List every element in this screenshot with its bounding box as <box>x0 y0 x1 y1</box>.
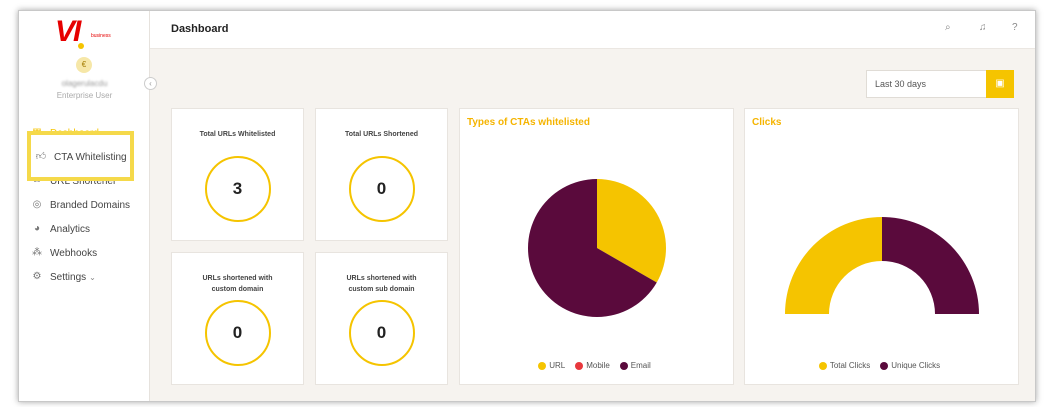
sidebar-item-label: Branded Domains <box>50 199 131 211</box>
donut-slice-unique-clicks[interactable] <box>882 217 979 314</box>
legend-label: Total Clicks <box>829 361 871 370</box>
legend-swatch <box>619 361 628 370</box>
highlight-annotation: 👍︎ CTA Whitelisting <box>27 131 134 181</box>
sidebar-item-label: URL Shortener <box>50 175 117 187</box>
chart-legend: URL Mobile Email <box>460 361 733 370</box>
stat-label: Total URLs Whitelisted <box>199 131 276 138</box>
legend-item-unique-clicks[interactable]: Unique Clicks <box>880 361 940 370</box>
legend-label: Mobile <box>586 361 610 370</box>
legend-item-email[interactable]: Email <box>619 361 651 370</box>
app-window: VI business € olagerulacdu Enterprise Us… <box>18 10 1036 402</box>
stat-card-custom-subdomain: URLs shortened with custom sub domain 0 <box>315 252 448 385</box>
page-title: Dashboard <box>171 23 229 35</box>
legend-swatch <box>880 361 889 370</box>
clicks-chart-card: Clicks Total Clicks Unique Clicks <box>744 108 1019 385</box>
calendar-button[interactable]: ▣ <box>986 70 1014 98</box>
stat-card-whitelisted: Total URLs Whitelisted 3 <box>171 108 304 241</box>
sidebar-item-label: Analytics <box>50 223 91 235</box>
sidebar: VI business € olagerulacdu Enterprise Us… <box>19 11 150 401</box>
sidebar-item-label: Settings <box>50 271 87 283</box>
stat-value: 0 <box>348 300 415 366</box>
stat-card-shortened: Total URLs Shortened 0 <box>315 108 448 241</box>
brand-logo[interactable]: VI business <box>55 15 125 51</box>
gear-icon: ⚙ <box>32 271 42 282</box>
logo-dot <box>78 43 84 49</box>
thumbs-up-icon: 👍︎ <box>35 151 47 162</box>
legend-swatch <box>575 361 584 370</box>
user-name: olagerulacdu <box>61 79 108 88</box>
legend-label: Email <box>630 361 651 370</box>
stat-label: Total URLs Shortened <box>345 131 418 138</box>
legend-item-total-clicks[interactable]: Total Clicks <box>818 361 871 370</box>
chart-legend: Total Clicks Unique Clicks <box>745 361 1018 370</box>
chart-title: Clicks <box>752 117 782 128</box>
sidebar-item-webhooks[interactable]: ⁂ Webhooks <box>19 241 150 265</box>
stat-label: URLs shortened with custom sub domain <box>346 275 417 293</box>
stat-value: 3 <box>204 156 271 222</box>
date-range-select[interactable]: Last 30 days <box>866 70 989 98</box>
bell-icon[interactable]: ♫ <box>979 22 987 33</box>
legend-item-mobile[interactable]: Mobile <box>575 361 610 370</box>
pie-icon: ◕ <box>33 223 41 234</box>
logo-subtext: business <box>91 33 111 39</box>
user-role: Enterprise User <box>56 91 113 100</box>
globe-icon: ◎ <box>32 199 42 210</box>
stat-card-custom-domain: URLs shortened with custom domain 0 <box>171 252 304 385</box>
collapse-sidebar-button[interactable]: ‹ <box>144 77 157 90</box>
donut-slice-total-clicks[interactable] <box>785 217 882 314</box>
cta-types-chart-card: Types of CTAs whitelisted URL Mobile Ema… <box>459 108 734 385</box>
legend-label: URL <box>549 361 566 370</box>
sidebar-item-label: Webhooks <box>50 247 98 259</box>
legend-swatch <box>818 361 827 370</box>
clicks-donut <box>785 217 979 314</box>
cta-types-pie <box>528 179 666 317</box>
sidebar-item-label: CTA Whitelisting <box>54 151 127 163</box>
sidebar-item-cta-whitelisting[interactable]: 👍︎ CTA Whitelisting <box>31 145 127 169</box>
logo-text: VI <box>55 15 81 48</box>
pie-slice-email[interactable] <box>528 179 657 317</box>
legend-swatch <box>538 361 547 370</box>
stat-label: URLs shortened with custom domain <box>202 275 273 293</box>
chart-title: Types of CTAs whitelisted <box>467 117 590 128</box>
search-icon[interactable]: ⌕ <box>945 22 951 33</box>
help-icon[interactable]: ? <box>1012 22 1018 33</box>
calendar-icon: ▣ <box>995 78 1005 89</box>
sidebar-item-branded-domains[interactable]: ◎ Branded Domains <box>19 193 150 217</box>
legend-item-url[interactable]: URL <box>538 361 565 370</box>
legend-label: Unique Clicks <box>891 361 941 370</box>
sidebar-item-settings[interactable]: ⚙ Settings ⌄ <box>19 265 150 289</box>
chevron-down-icon: ⌄ <box>89 272 96 282</box>
sidebar-item-analytics[interactable]: ◕ Analytics <box>19 217 150 241</box>
top-bar: Dashboard ⌕ ♫ ? <box>150 11 1035 49</box>
avatar[interactable]: € <box>76 57 92 73</box>
stat-value: 0 <box>204 300 271 366</box>
webhook-icon: ⁂ <box>32 247 42 258</box>
pie-slice-url[interactable] <box>597 179 666 283</box>
stat-value: 0 <box>348 156 415 222</box>
